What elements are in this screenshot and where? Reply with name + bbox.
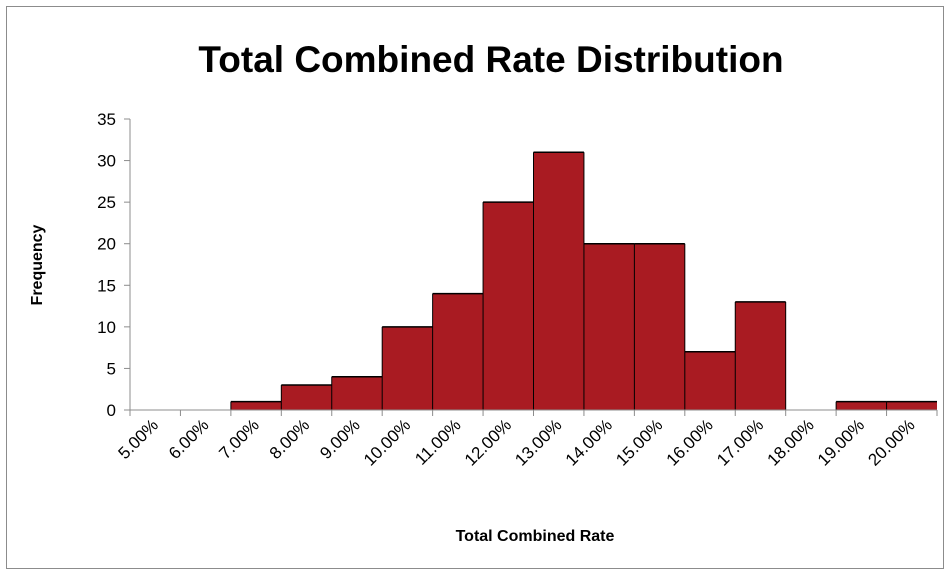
x-tick-label: 12.00% — [461, 415, 515, 469]
x-tick-label: 10.00% — [360, 415, 414, 469]
bar-16.00% — [684, 351, 736, 410]
x-tick-label: 11.00% — [411, 415, 464, 468]
y-tick-label: 15 — [97, 276, 116, 295]
y-tick-label: 25 — [97, 193, 116, 212]
bar-14.00% — [583, 243, 635, 410]
bar-9.00% — [331, 376, 383, 410]
chart-title: Total Combined Rate Distribution — [198, 39, 783, 80]
bar-13.00% — [533, 152, 584, 410]
bar-17.00% — [735, 301, 786, 410]
bar-12.00% — [483, 202, 534, 410]
x-tick-label: 17.00% — [713, 415, 767, 469]
bar-19.00% — [836, 401, 887, 410]
x-tick-label: 13.00% — [511, 415, 565, 469]
y-tick-label: 30 — [97, 152, 116, 171]
bar-11.00% — [432, 293, 484, 410]
x-tick-label: 15.00% — [612, 415, 666, 469]
y-tick-label: 5 — [107, 359, 116, 378]
x-axis-title: Total Combined Rate — [456, 528, 615, 545]
x-tick-label: 19.00% — [814, 415, 868, 469]
x-tick-label: 14.00% — [562, 415, 616, 469]
y-tick-label: 10 — [97, 318, 116, 337]
bar-20.00% — [886, 401, 937, 410]
x-tick-label: 18.00% — [764, 415, 818, 469]
bar-8.00% — [281, 385, 332, 410]
bar-7.00% — [230, 401, 282, 410]
x-tick-label: 7.00% — [215, 415, 263, 463]
x-tick-label: 20.00% — [864, 415, 918, 469]
bar-10.00% — [382, 326, 433, 410]
chart-area — [6, 6, 944, 569]
y-tick-label: 35 — [97, 110, 116, 129]
x-tick-label: 6.00% — [165, 415, 213, 463]
y-tick-label: 20 — [97, 235, 116, 254]
y-axis-title: Frequency — [29, 224, 46, 305]
x-tick-label: 8.00% — [266, 415, 314, 463]
x-tick-label: 16.00% — [663, 415, 717, 469]
x-tick-label: 5.00% — [115, 415, 163, 463]
x-tick-label: 9.00% — [316, 415, 364, 463]
bar-15.00% — [634, 243, 685, 410]
y-tick-label: 0 — [107, 401, 116, 420]
